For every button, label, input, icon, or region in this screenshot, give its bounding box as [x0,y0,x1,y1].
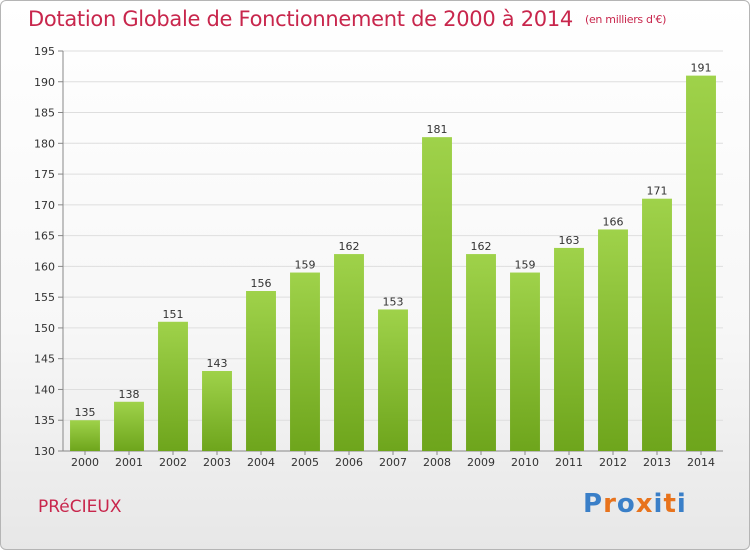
bar-2005 [290,272,320,451]
logo-letter: r [603,489,617,519]
bar-2011 [554,247,584,451]
axes: 130 135 140 145 150 155 160 165 170 175 180 185 190 1… [34,45,723,469]
y-tick-label: 190 [34,76,55,89]
value-label-2006: 162 [339,240,360,253]
value-label-2001: 138 [119,388,140,401]
bar-2003 [202,371,232,451]
value-label-2008: 181 [427,123,448,136]
logo-letter: i [676,489,687,519]
bar-2000 [70,420,100,451]
logo-letter: i [653,489,664,519]
x-tick-label-2009: 2009 [467,456,495,469]
x-tick-label-2008: 2008 [423,456,451,469]
logo-letter: t [663,489,677,519]
bar-2014 [686,75,716,451]
bar-2007 [378,309,408,451]
y-tick-label: 155 [34,291,55,304]
x-tick-label-2003: 2003 [203,456,231,469]
chart-subtitle: (en milliers d'€) [584,13,667,26]
x-tick-label-2014: 2014 [687,456,715,469]
value-label-2003: 143 [207,357,228,370]
bars [70,75,716,451]
commune-name: PRéCIEUX [38,497,122,517]
x-tick-label-2004: 2004 [247,456,275,469]
bar-2002 [158,321,188,451]
value-label-2011: 163 [559,234,580,247]
y-tick-label: 165 [34,230,55,243]
y-tick-label: 185 [34,107,55,120]
value-label-2007: 153 [383,295,404,308]
value-label-2010: 159 [515,259,536,272]
value-label-2014: 191 [691,62,712,75]
x-tick-label-2007: 2007 [379,456,407,469]
value-label-2012: 166 [603,215,624,228]
y-tick-label: 180 [34,137,55,150]
value-labels: 135 138 151 143 156 159 162 153 181 162 159 163 166 1… [75,62,712,420]
y-tick-label: 170 [34,199,55,212]
logo-letter: o [616,489,636,519]
y-tick-label: 160 [34,260,55,273]
x-tick-label-2002: 2002 [159,456,187,469]
bar-2008 [422,137,452,451]
value-label-2013: 171 [647,185,668,198]
x-tick-label-2010: 2010 [511,456,539,469]
logo-letter: x [635,489,654,519]
bar-2012 [598,229,628,451]
value-label-2005: 159 [295,259,316,272]
y-tick-label: 130 [34,445,55,458]
y-tick-label: 145 [34,353,55,366]
y-tick-label: 175 [34,168,55,181]
chart-title: Dotation Globale de Fonctionnement de 20… [28,7,666,31]
x-tick-label-2013: 2013 [643,456,671,469]
value-label-2009: 162 [471,240,492,253]
bar-2013 [642,198,672,451]
logo-letter: P [583,489,604,519]
y-tick-label: 140 [34,383,55,396]
bar-2006 [334,254,364,451]
chart-title-text: Dotation Globale de Fonctionnement de 20… [28,7,573,31]
bar-2010 [510,272,540,451]
value-label-2004: 156 [251,277,272,290]
y-tick-label: 135 [34,414,55,427]
y-tick-label: 150 [34,322,55,335]
x-tick-label-2006: 2006 [335,456,363,469]
x-tick-label-2000: 2000 [71,456,99,469]
bar-2009 [466,254,496,451]
value-label-2002: 151 [163,308,184,321]
bar-2001 [114,401,144,451]
x-tick-label-2011: 2011 [555,456,583,469]
value-label-2000: 135 [75,406,96,419]
y-tick-label: 195 [34,45,55,58]
x-tick-label-2001: 2001 [115,456,143,469]
proxiti-logo[interactable]: Proxiti [583,489,687,519]
x-tick-label-2012: 2012 [599,456,627,469]
x-tick-label-2005: 2005 [291,456,319,469]
bar-2004 [246,291,276,451]
